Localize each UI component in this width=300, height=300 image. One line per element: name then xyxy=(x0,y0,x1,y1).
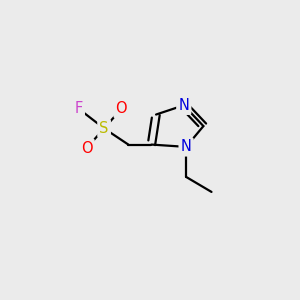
Text: F: F xyxy=(74,101,83,116)
Text: N: N xyxy=(181,140,191,154)
Text: O: O xyxy=(116,101,127,116)
Text: S: S xyxy=(99,121,109,136)
Text: O: O xyxy=(81,140,93,155)
Text: N: N xyxy=(178,98,189,113)
